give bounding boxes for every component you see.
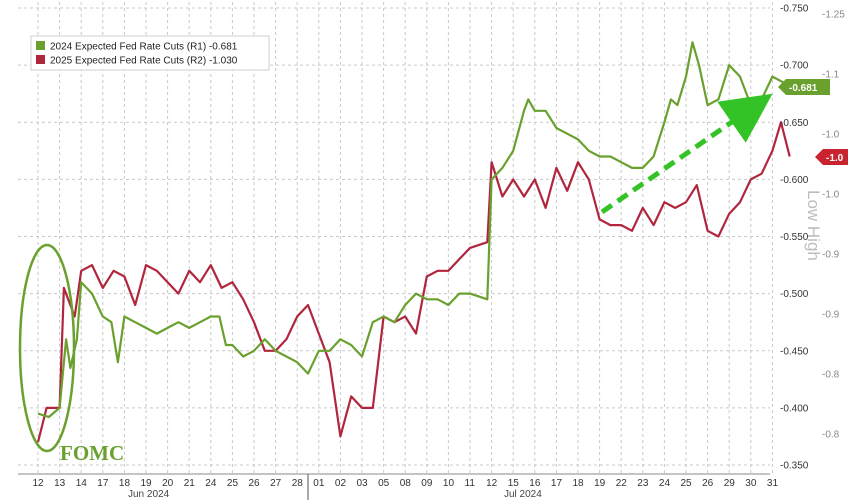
fomc-label: FOMC bbox=[60, 441, 124, 465]
y-tick-label-right: -0.9 bbox=[822, 310, 840, 321]
grid bbox=[18, 2, 773, 474]
legend-swatch-r2 bbox=[36, 55, 45, 64]
y-tick-label-left: -0.700 bbox=[780, 61, 809, 72]
y-tick-label-left: -0.600 bbox=[780, 175, 809, 186]
y-tick-label-right: -0.8 bbox=[822, 430, 840, 441]
legend-label-r1: 2024 Expected Fed Rate Cuts (R1) -0.681 bbox=[50, 42, 238, 53]
x-tick-label: 09 bbox=[421, 478, 433, 489]
legend-swatch-r1 bbox=[36, 41, 45, 50]
x-tick-label: 14 bbox=[76, 478, 88, 489]
x-tick-label: 28 bbox=[292, 478, 304, 489]
y-tick-label-right: -1.0 bbox=[822, 190, 840, 201]
x-tick-label: 08 bbox=[400, 478, 412, 489]
y-tick-label-left: -0.350 bbox=[780, 461, 809, 472]
series-layer bbox=[36, 41, 791, 443]
legend-box bbox=[30, 35, 270, 71]
x-tick-label: 24 bbox=[205, 478, 217, 489]
x-tick-label: 12 bbox=[486, 478, 498, 489]
y-tick-label-right: -1.0 bbox=[822, 130, 840, 141]
x-tick-label: 24 bbox=[659, 478, 671, 489]
x-tick-label: 30 bbox=[745, 478, 757, 489]
y-tick-label-right: -1.25 bbox=[822, 10, 845, 21]
tag-r1-value: -0.681 bbox=[789, 83, 818, 94]
y-tick-label-left: -0.750 bbox=[780, 4, 809, 15]
legend-label-r2: 2025 Expected Fed Rate Cuts (R2) -1.030 bbox=[50, 56, 238, 67]
x-tick-label: 05 bbox=[378, 478, 390, 489]
y-tick-label-left: -0.400 bbox=[780, 403, 809, 414]
x-tick-label: 10 bbox=[443, 478, 455, 489]
y-tick-label-left: -0.450 bbox=[780, 346, 809, 357]
x-tick-label: 23 bbox=[637, 478, 649, 489]
low-high-side-label: Low High bbox=[804, 190, 823, 261]
y-tick-label-right: -0.8 bbox=[822, 370, 840, 381]
series-line-r1 bbox=[37, 41, 791, 419]
tag-r2-shape bbox=[815, 149, 848, 165]
x-tick-label: 26 bbox=[702, 478, 714, 489]
value-tags: -0.681 -1.0 bbox=[778, 79, 848, 165]
x-tick-label: 19 bbox=[594, 478, 606, 489]
series-line-r2 bbox=[36, 121, 791, 443]
x-tick-label: 21 bbox=[184, 478, 196, 489]
x-tick-label: 01 bbox=[313, 478, 325, 489]
x-tick-label: 13 bbox=[54, 478, 66, 489]
x-tick-label: 19 bbox=[141, 478, 153, 489]
legend: 2024 Expected Fed Rate Cuts (R1) -0.681 … bbox=[30, 35, 270, 71]
x-tick-label: 15 bbox=[508, 478, 520, 489]
trend-arrow bbox=[600, 93, 773, 215]
tag-r1-shape bbox=[778, 79, 830, 95]
y-tick-label-right: -0.9 bbox=[822, 250, 840, 261]
x-tick-label: 25 bbox=[227, 478, 239, 489]
x-tick-label: 31 bbox=[767, 478, 779, 489]
month-label-jun: Jun 2024 bbox=[128, 489, 170, 500]
month-label-jul: Jul 2024 bbox=[504, 489, 542, 500]
axes: -0.750 -0.700 -0.650 -0.600 -0.550 -0.500 -0.4… bbox=[18, 4, 845, 500]
x-tick-label: 26 bbox=[249, 478, 261, 489]
x-tick-label: 12 bbox=[33, 478, 45, 489]
y-tick-label-right: -1.1 bbox=[822, 70, 840, 81]
x-tick-label: 18 bbox=[573, 478, 585, 489]
tag-r2-value: -1.0 bbox=[826, 153, 844, 164]
x-tick-label: 27 bbox=[270, 478, 282, 489]
x-tick-label: 03 bbox=[357, 478, 369, 489]
x-tick-label: 25 bbox=[681, 478, 693, 489]
fomc-ellipse bbox=[18, 243, 76, 453]
x-tick-label: 17 bbox=[551, 478, 563, 489]
y-tick-label-left: -0.650 bbox=[780, 118, 809, 129]
annotations: FOMC bbox=[18, 93, 773, 465]
y-tick-label-left: -0.500 bbox=[780, 289, 809, 300]
y-tick-label-left: -0.550 bbox=[780, 232, 809, 243]
x-tick-label: 17 bbox=[97, 478, 109, 489]
x-tick-label: 29 bbox=[724, 478, 736, 489]
x-tick-label: 16 bbox=[529, 478, 541, 489]
x-tick-label: 20 bbox=[162, 478, 174, 489]
x-tick-label: 22 bbox=[616, 478, 628, 489]
x-tick-label: 11 bbox=[465, 478, 476, 489]
x-tick-label: 18 bbox=[119, 478, 131, 489]
x-tick-label: 02 bbox=[335, 478, 347, 489]
